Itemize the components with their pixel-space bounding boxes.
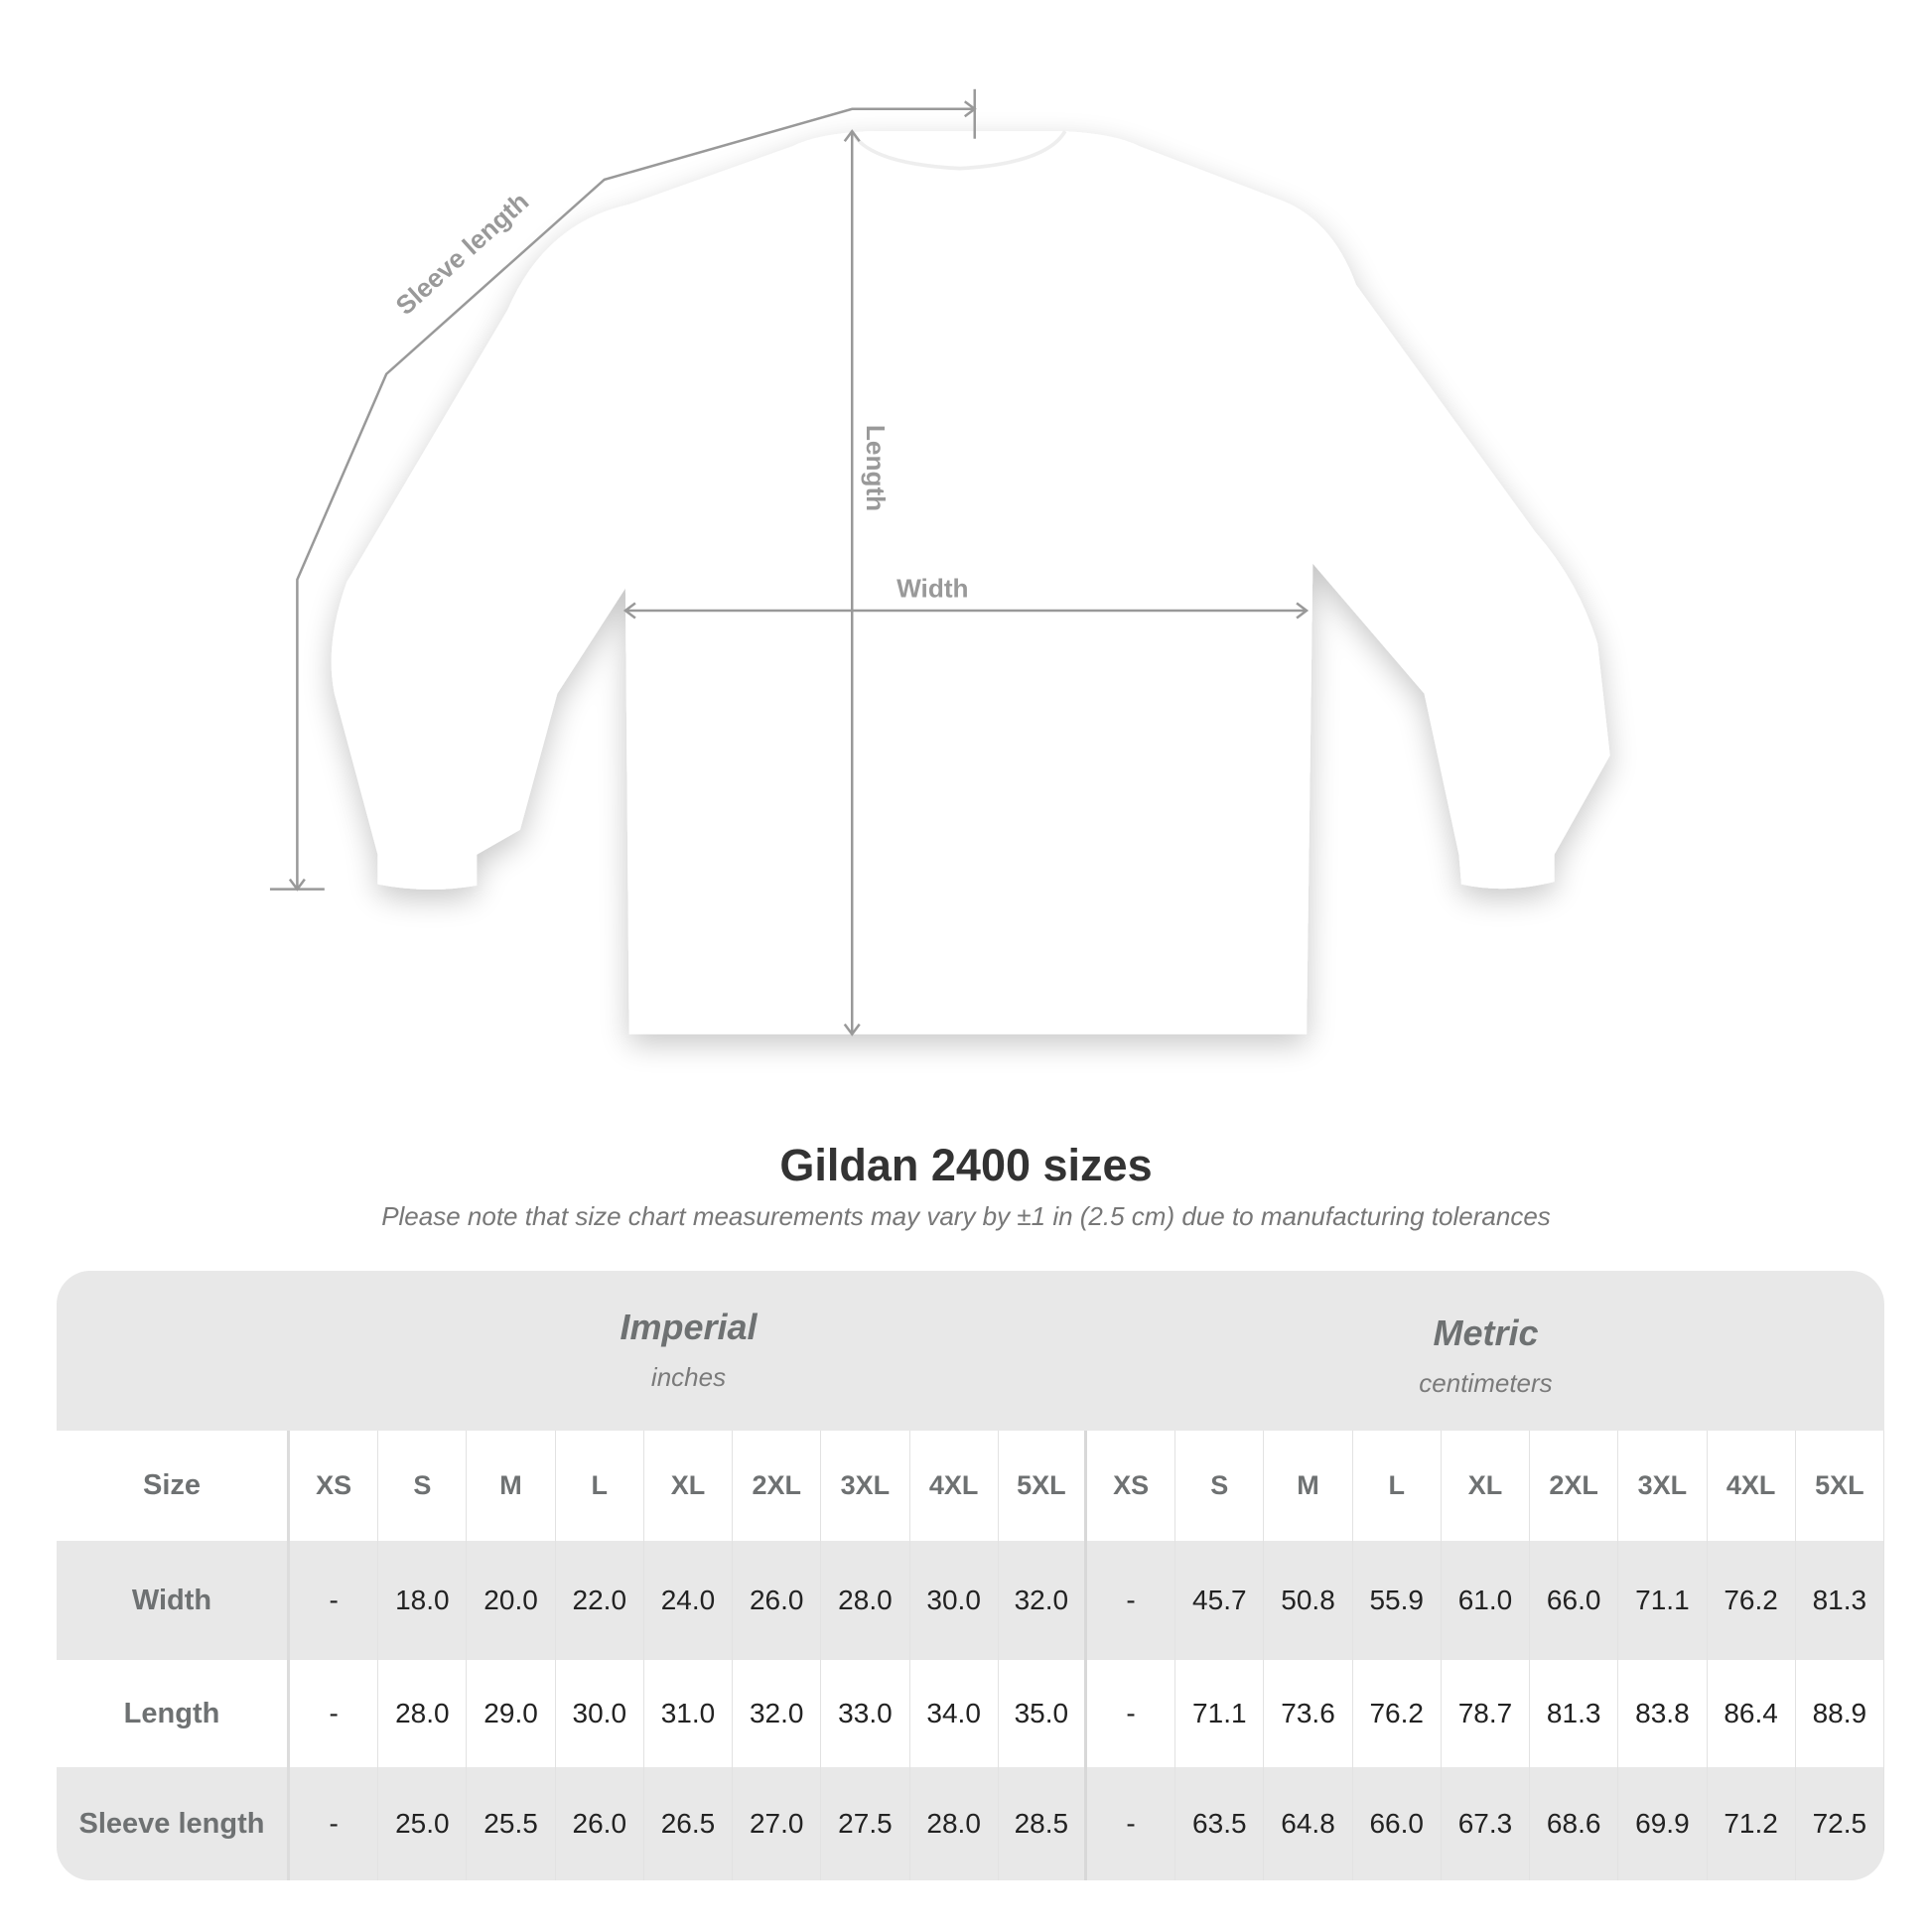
cell-metric: 76.2: [1353, 1660, 1442, 1767]
cell-imperial: 26.0: [733, 1541, 822, 1660]
cell-metric: 50.8: [1264, 1541, 1353, 1660]
cell-metric: 76.2: [1708, 1541, 1796, 1660]
size-header-metric: 2XL: [1530, 1431, 1619, 1541]
cell-imperial: 29.0: [467, 1660, 556, 1767]
imperial-unit: inches: [650, 1362, 727, 1392]
collar: [850, 130, 1067, 171]
size-header-metric: XS: [1087, 1431, 1176, 1541]
cell-metric: 64.8: [1264, 1767, 1353, 1880]
cell-imperial: 20.0: [467, 1541, 556, 1660]
cell-metric: -: [1087, 1767, 1176, 1880]
cell-metric: 72.5: [1796, 1767, 1884, 1880]
cell-metric: -: [1087, 1541, 1176, 1660]
size-header-metric: S: [1175, 1431, 1265, 1541]
width-label: Width: [897, 573, 968, 603]
cell-imperial: 26.5: [644, 1767, 734, 1880]
cell-imperial: 30.0: [910, 1541, 999, 1660]
cell-metric: 83.8: [1618, 1660, 1708, 1767]
metric-header: Metric centimeters: [1087, 1312, 1884, 1399]
cell-imperial: 25.5: [467, 1767, 556, 1880]
cell-metric: 61.0: [1442, 1541, 1531, 1660]
size-header-imperial: 4XL: [910, 1431, 999, 1541]
size-header-metric: M: [1264, 1431, 1353, 1541]
cell-metric: 81.3: [1796, 1541, 1884, 1660]
cell-imperial: 30.0: [556, 1660, 644, 1767]
cell-imperial: 26.0: [556, 1767, 644, 1880]
table-row: Length -28.0 29.0 30.0 31.0 32.0 33.0 34.0 35.0-…: [57, 1660, 1884, 1767]
cell-imperial: 27.5: [821, 1767, 910, 1880]
measurement-lines: [269, 88, 1310, 1036]
cell-metric: 88.9: [1796, 1660, 1884, 1767]
metric-title: Metric: [1433, 1312, 1539, 1353]
cell-metric: 81.3: [1530, 1660, 1619, 1767]
cell-metric: 66.0: [1530, 1541, 1619, 1660]
cell-imperial: -: [290, 1541, 379, 1660]
size-header-metric: L: [1353, 1431, 1442, 1541]
cell-imperial: 35.0: [999, 1660, 1087, 1767]
row-label: Sleeve length: [57, 1767, 290, 1880]
imperial-title: Imperial: [620, 1307, 758, 1347]
length-label: Length: [861, 425, 891, 511]
unit-header: Imperial inches Metric centimeters: [57, 1271, 1884, 1431]
cell-imperial: 32.0: [733, 1660, 822, 1767]
size-table: Imperial inches Metric centimeters Size …: [57, 1271, 1884, 1880]
size-header-imperial: M: [467, 1431, 556, 1541]
cell-imperial: 31.0: [644, 1660, 734, 1767]
tolerance-note: Please note that size chart measurements…: [381, 1201, 1551, 1231]
cell-metric: 66.0: [1353, 1767, 1442, 1880]
cell-imperial: 27.0: [733, 1767, 822, 1880]
size-header-metric: 4XL: [1708, 1431, 1796, 1541]
cell-metric: 55.9: [1353, 1541, 1442, 1660]
cell-metric: 78.7: [1442, 1660, 1531, 1767]
cell-imperial: 32.0: [999, 1541, 1087, 1660]
size-header-imperial: S: [378, 1431, 468, 1541]
cell-imperial: 34.0: [910, 1660, 999, 1767]
cell-metric: 63.5: [1175, 1767, 1265, 1880]
cell-imperial: 28.0: [821, 1541, 910, 1660]
cell-metric: 67.3: [1442, 1767, 1531, 1880]
cell-metric: 73.6: [1264, 1660, 1353, 1767]
cell-imperial: 18.0: [378, 1541, 468, 1660]
size-header-imperial: XS: [290, 1431, 379, 1541]
cell-metric: -: [1087, 1660, 1176, 1767]
sleeve-length-line: [296, 107, 975, 890]
row-label: Length: [57, 1660, 290, 1767]
cell-metric: 86.4: [1708, 1660, 1796, 1767]
cell-imperial: 22.0: [556, 1541, 644, 1660]
size-header-imperial: 2XL: [733, 1431, 822, 1541]
page-title: Gildan 2400 sizes: [779, 1140, 1153, 1190]
cell-metric: 71.1: [1175, 1660, 1265, 1767]
cell-metric: 45.7: [1175, 1541, 1265, 1660]
size-header-imperial: L: [556, 1431, 644, 1541]
size-header-metric: 5XL: [1796, 1431, 1884, 1541]
size-header-imperial: 3XL: [821, 1431, 910, 1541]
size-header-imperial: XL: [644, 1431, 734, 1541]
size-header-metric: 3XL: [1618, 1431, 1708, 1541]
cell-metric: 71.2: [1708, 1767, 1796, 1880]
size-label: Size: [57, 1431, 290, 1541]
table-row: Width -18.0 20.0 22.0 24.0 26.0 28.0 30.0 32.0-4…: [57, 1541, 1884, 1660]
cell-imperial: 25.0: [378, 1767, 468, 1880]
size-row: Size XS S M L XL 2XL 3XL 4XL 5XL XS S M L XL 2XL 3XL 4XL…: [57, 1431, 1884, 1541]
cell-metric: 68.6: [1530, 1767, 1619, 1880]
cell-metric: 69.9: [1618, 1767, 1708, 1880]
cell-imperial: 24.0: [644, 1541, 734, 1660]
cell-metric: 71.1: [1618, 1541, 1708, 1660]
imperial-header: Imperial inches: [290, 1307, 1087, 1393]
cell-imperial: 28.0: [910, 1767, 999, 1880]
size-header-imperial: 5XL: [999, 1431, 1087, 1541]
table-row: Sleeve length -25.0 25.5 26.0 26.5 27.0 27.5 28…: [57, 1767, 1884, 1880]
cell-imperial: 28.0: [378, 1660, 468, 1767]
cell-imperial: 33.0: [821, 1660, 910, 1767]
long-sleeve-shirt: [331, 131, 1610, 1035]
cell-imperial: -: [290, 1767, 379, 1880]
row-label: Width: [57, 1541, 290, 1660]
size-header-metric: XL: [1442, 1431, 1531, 1541]
cell-imperial: -: [290, 1660, 379, 1767]
cell-imperial: 28.5: [999, 1767, 1087, 1880]
metric-unit: centimeters: [1419, 1368, 1553, 1398]
